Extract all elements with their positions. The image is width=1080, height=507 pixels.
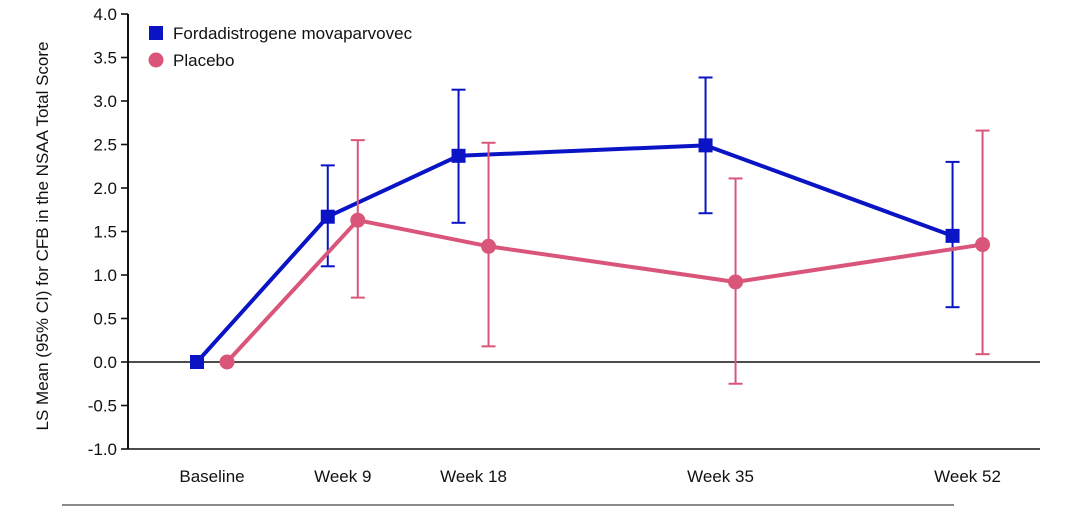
data-point-circle [728, 274, 744, 290]
data-point-square [451, 148, 466, 163]
legend-marker-square [149, 26, 163, 40]
series-line [195, 143, 954, 364]
y-tick-label: 3.0 [93, 92, 117, 111]
legend: Fordadistrogene movaparvovec Placebo [148, 24, 413, 70]
data-point-circle [481, 238, 497, 254]
y-tick-label: -0.5 [88, 397, 117, 416]
series-placebo [219, 129, 991, 385]
data-point-circle [219, 354, 235, 370]
y-tick-label: -1.0 [88, 440, 117, 459]
y-tick-label: 1.5 [93, 223, 117, 242]
x-tick-label: Week 9 [314, 467, 371, 486]
y-ticks: 4.0 3.5 3.0 2.5 2.0 1.5 1.0 0.5 0.0 -0.5 -1.0 [88, 5, 128, 459]
x-tick-label: Baseline [179, 467, 244, 486]
y-tick-label: 0.0 [93, 353, 117, 372]
data-point-square [698, 138, 713, 153]
axes [127, 14, 1040, 450]
data-point-circle [975, 237, 991, 253]
series-layer [190, 76, 991, 385]
bottom-divider [62, 504, 954, 506]
data-point-square [945, 228, 960, 243]
series-line [225, 218, 983, 364]
x-tick-label: Week 52 [934, 467, 1001, 486]
y-tick-label: 1.0 [93, 266, 117, 285]
y-tick-label: 2.5 [93, 136, 117, 155]
data-point-square [190, 355, 204, 369]
x-tick-label: Week 18 [440, 467, 507, 486]
y-axis-label: LS Mean (95% CI) for CFB in the NSAA Tot… [33, 42, 52, 431]
legend-marker-circle [148, 52, 164, 68]
x-ticks: Baseline Week 9 Week 18 Week 35 Week 52 [179, 467, 1001, 486]
y-tick-label: 2.0 [93, 179, 117, 198]
series-treatment [190, 76, 960, 369]
data-point-circle [350, 212, 366, 228]
y-tick-label: 3.5 [93, 49, 117, 68]
y-tick-label: 4.0 [93, 5, 117, 24]
legend-label: Placebo [173, 51, 234, 70]
legend-label: Fordadistrogene movaparvovec [173, 24, 413, 43]
x-tick-label: Week 35 [687, 467, 754, 486]
y-tick-label: 0.5 [93, 310, 117, 329]
data-point-square [320, 209, 335, 224]
